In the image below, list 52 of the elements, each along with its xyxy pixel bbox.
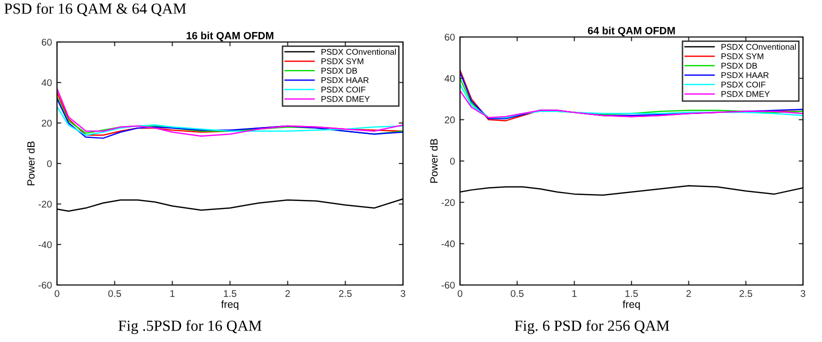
y-tick-label: 0 xyxy=(450,158,455,165)
legend-label: PSDX COIF xyxy=(722,82,766,88)
y-axis-title: Power dB xyxy=(430,138,438,183)
y-tick-label: -40 xyxy=(442,240,455,248)
x-tick-label: 0 xyxy=(458,290,462,297)
y-tick-label: 40 xyxy=(444,75,455,82)
legend-label: PSDX SYM xyxy=(322,58,364,64)
x-tick-label: 3 xyxy=(800,290,806,297)
y-tick-label: -60 xyxy=(38,282,52,289)
y-axis-title: Power dB xyxy=(26,141,35,186)
line-series xyxy=(57,106,403,136)
y-tick-label: -20 xyxy=(38,200,52,208)
chart-title: 64 bit QAM OFDM xyxy=(588,26,675,36)
legend-label: PSDX DB xyxy=(322,68,357,74)
legend-label: PSDX HAAR xyxy=(722,72,769,78)
x-tick-label: 0.5 xyxy=(510,290,524,297)
x-tick-label: 2.5 xyxy=(339,290,352,297)
y-tick-label: 60 xyxy=(42,38,52,46)
x-tick-label: 1 xyxy=(572,290,577,297)
x-tick-label: 0.5 xyxy=(108,290,122,297)
y-tick-label: 0 xyxy=(47,160,52,168)
x-tick-label: 0 xyxy=(54,290,60,297)
y-tick-label: -40 xyxy=(38,241,52,248)
line-series xyxy=(460,90,803,118)
y-tick-label: -60 xyxy=(442,282,455,289)
x-tick-label: 2 xyxy=(285,290,290,297)
legend-label: PSDX SYM xyxy=(722,53,764,60)
legend-label: PSDX DB xyxy=(722,62,757,69)
y-tick-label: -20 xyxy=(442,199,455,206)
x-tick-label: 1.5 xyxy=(625,290,638,297)
legend-label: PSDX HAAR xyxy=(322,77,369,84)
x-axis-title: freq xyxy=(622,300,640,310)
y-tick-label: 40 xyxy=(42,79,52,86)
legend-label: PSDX COnventional xyxy=(322,48,396,55)
x-tick-label: 2.5 xyxy=(740,290,752,297)
x-tick-label: 3 xyxy=(400,290,406,297)
legend-label: PSDX COIF xyxy=(322,86,366,93)
text: PSD for 16 QAM & 64 QAM xyxy=(4,2,186,16)
text: Fig .5PSD for 16 QAM xyxy=(118,320,262,334)
x-axis-title: freq xyxy=(221,300,238,310)
legend-label: PSDX COnventional xyxy=(722,44,796,50)
y-tick-label: 20 xyxy=(444,116,455,124)
y-tick-label: 60 xyxy=(444,34,455,41)
x-tick-label: 1.5 xyxy=(224,290,236,297)
x-tick-label: 2 xyxy=(686,290,691,297)
y-tick-label: 20 xyxy=(42,120,52,127)
x-tick-label: 1 xyxy=(170,290,175,297)
caption: Fig. 6 PSD for 256 QAM xyxy=(514,320,670,334)
legend-label: PSDX DMEY xyxy=(322,96,370,102)
chart-title: 16 bit QAM OFDM xyxy=(186,32,274,42)
legend-label: PSDX DMEY xyxy=(722,91,770,97)
line-series xyxy=(460,84,803,118)
